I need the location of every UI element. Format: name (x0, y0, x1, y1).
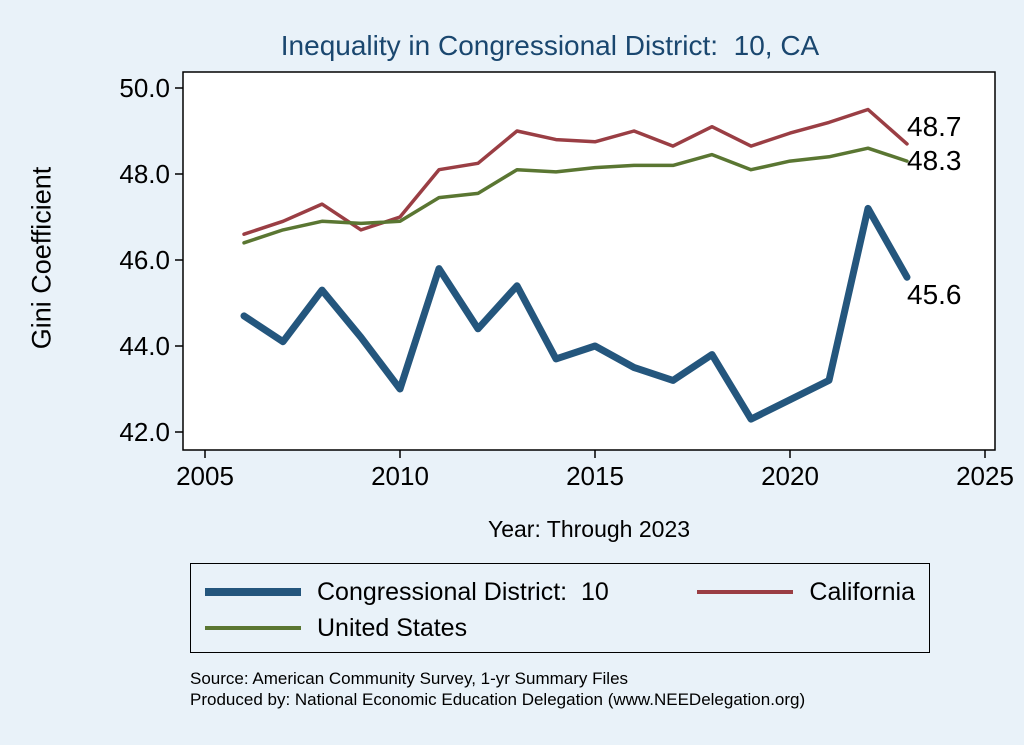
plot-area (182, 71, 996, 451)
axis-ticks (175, 87, 986, 458)
united-states-end-value: 48.3 (907, 145, 962, 177)
california-line (242, 107, 909, 236)
legend-item-california: California (697, 578, 915, 607)
district-line (240, 204, 911, 423)
y-tick-label: 48.0 (119, 159, 170, 189)
legend-label-district: Congressional District: 10 (317, 577, 609, 606)
source-note: Source: American Community Survey, 1-yr … (190, 668, 990, 710)
legend-item-united-states: United States (205, 614, 467, 643)
legend-row: Congressional District: 10 California (205, 574, 915, 610)
district-line-swatch (205, 588, 301, 596)
california-line-swatch (697, 590, 794, 594)
source-line-1: Source: American Community Survey, 1-yr … (190, 669, 629, 688)
x-tick-label: 2005 (176, 461, 234, 491)
x-tick-label: 2020 (761, 461, 819, 491)
plot-canvas (175, 71, 996, 458)
california-end-value: 48.7 (907, 110, 962, 142)
x-tick-label: 2015 (566, 461, 624, 491)
y-tick-label: 42.0 (119, 417, 170, 447)
x-tick-label: 2025 (956, 461, 1014, 491)
x-tick-label: 2010 (371, 461, 429, 491)
legend: Congressional District: 10 California Un… (190, 563, 930, 653)
legend-item-district: Congressional District: 10 (205, 578, 697, 607)
united-states-line-swatch (205, 626, 301, 630)
chart-title: Inequality in Congressional District: 10… (280, 30, 820, 61)
district-end-value: 45.6 (907, 279, 962, 311)
legend-label-united-states: United States (317, 613, 468, 642)
y-tick-label: 46.0 (119, 245, 170, 275)
y-tick-label: 44.0 (119, 331, 170, 361)
source-line-2: Produced by: National Economic Education… (190, 690, 806, 709)
x-axis-label: Year: Through 2023 (487, 516, 691, 542)
united-states-line (242, 146, 909, 245)
legend-row: United States (205, 610, 915, 646)
legend-label-california: California (809, 577, 915, 606)
y-tick-label: 50.0 (119, 73, 170, 103)
